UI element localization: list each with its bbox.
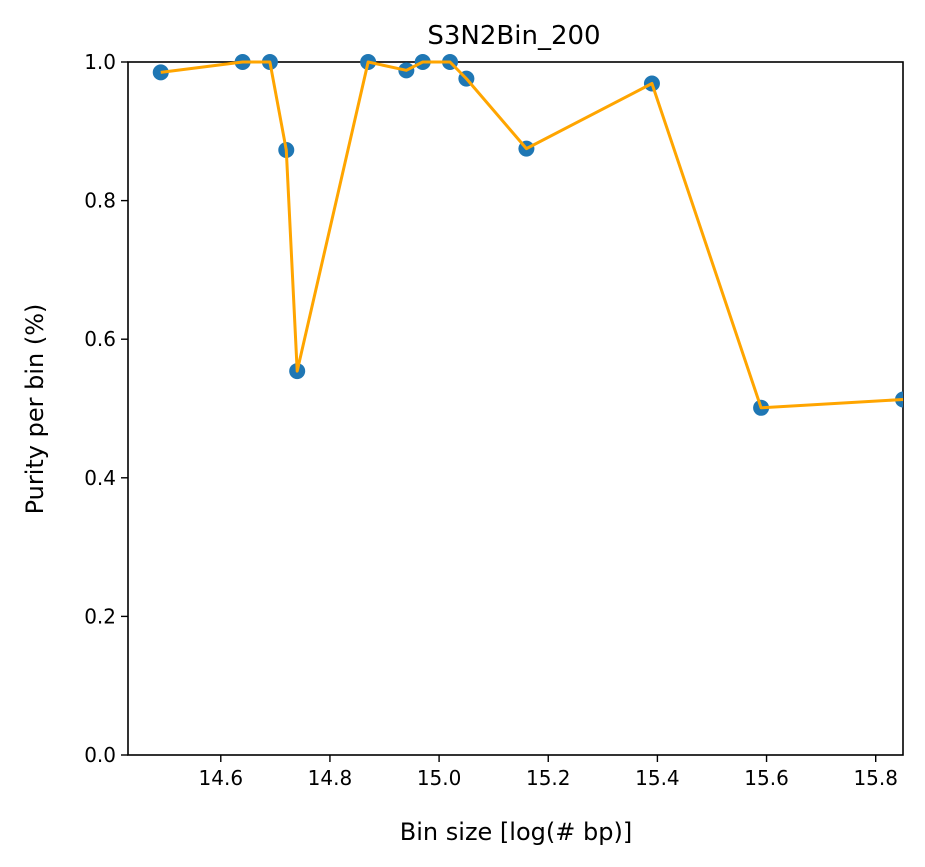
y-tick-label: 0.4 bbox=[84, 466, 116, 490]
y-tick-label: 0.8 bbox=[84, 189, 116, 213]
chart-title: S3N2Bin_200 bbox=[427, 21, 600, 51]
x-axis-label: Bin size [log(# bp)] bbox=[400, 818, 632, 846]
y-axis-ticks: 0.0 0.2 0.4 0.6 0.8 1.0 bbox=[84, 50, 128, 767]
y-tick-label: 1.0 bbox=[84, 50, 116, 74]
x-tick-label: 15.0 bbox=[417, 766, 462, 790]
y-axis-label: Purity per bin (%) bbox=[21, 304, 49, 515]
y-tick-label: 0.2 bbox=[84, 604, 116, 628]
series-line bbox=[160, 60, 904, 410]
x-tick-label: 15.6 bbox=[744, 766, 789, 790]
y-tick-label: 0.0 bbox=[84, 743, 116, 767]
plot-area: 14.6 14.8 15.0 15.2 15.4 15.6 15.8 0.00.20.40.… bbox=[84, 50, 904, 790]
x-tick-label: 15.8 bbox=[853, 766, 898, 790]
axes-frame bbox=[127, 61, 904, 756]
y-tick-label: 0.6 bbox=[84, 327, 116, 351]
x-axis-ticks: 14.6 14.8 15.0 15.2 15.4 15.6 15.8 bbox=[199, 755, 898, 790]
x-tick-label: 15.4 bbox=[635, 766, 680, 790]
plot-content bbox=[152, 54, 904, 416]
series-markers bbox=[152, 54, 903, 416]
x-tick-label: 14.8 bbox=[308, 766, 353, 790]
x-tick-label: 14.6 bbox=[199, 766, 244, 790]
x-tick-label: 15.2 bbox=[526, 766, 571, 790]
